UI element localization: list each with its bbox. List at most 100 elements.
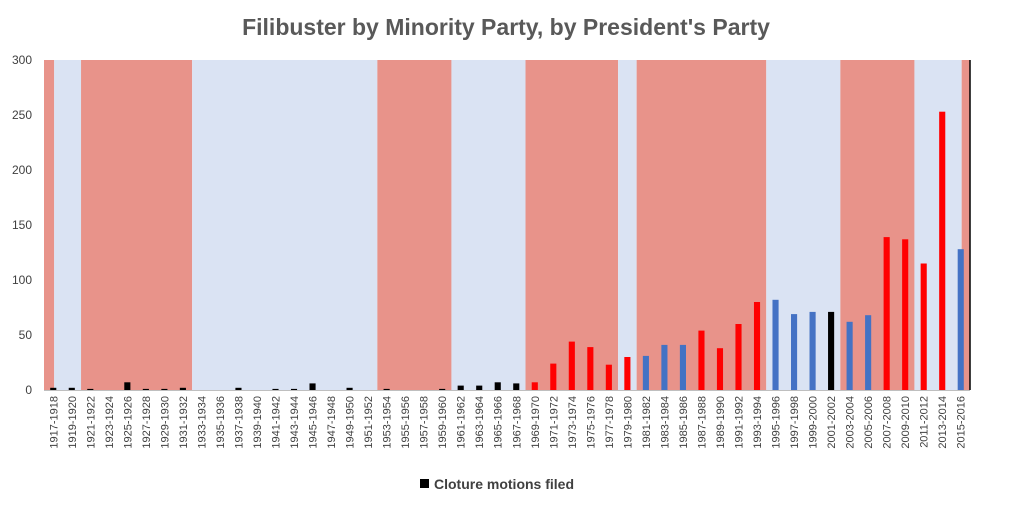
x-tick-label: 1991-1992 bbox=[734, 396, 746, 449]
x-tick-label: 1979-1980 bbox=[622, 396, 634, 449]
band-republican bbox=[840, 60, 915, 390]
bar bbox=[661, 344, 668, 390]
bar-series bbox=[50, 111, 964, 390]
bar bbox=[124, 382, 131, 390]
x-tick-label: 1923-1924 bbox=[104, 396, 116, 449]
legend-label: Cloture motions filed bbox=[434, 476, 574, 492]
x-tick-label: 1973-1974 bbox=[567, 396, 579, 449]
bar bbox=[772, 299, 779, 390]
x-tick-label: 2007-2008 bbox=[882, 396, 894, 449]
bar bbox=[698, 330, 705, 390]
x-tick-label: 1933-1934 bbox=[196, 396, 208, 449]
band-democrat bbox=[192, 60, 378, 390]
x-tick-label: 1975-1976 bbox=[585, 396, 597, 449]
x-tick-label: 1981-1982 bbox=[641, 396, 653, 449]
bar bbox=[346, 387, 353, 390]
band-republican bbox=[961, 60, 970, 390]
bar bbox=[179, 387, 186, 390]
x-tick-label: 1929-1930 bbox=[159, 396, 171, 449]
x-tick-label: 1987-1988 bbox=[696, 396, 708, 449]
legend: Cloture motions filed bbox=[420, 476, 574, 492]
bar bbox=[439, 388, 446, 390]
bar bbox=[87, 388, 94, 390]
x-tick-label: 2013-2014 bbox=[937, 396, 949, 449]
bar bbox=[235, 387, 242, 390]
x-tick-label: 1953-1954 bbox=[382, 396, 394, 449]
bar bbox=[531, 382, 538, 390]
x-tick-label: 1957-1958 bbox=[419, 396, 431, 449]
y-tick-label: 300 bbox=[12, 53, 32, 67]
y-tick-label: 0 bbox=[25, 383, 32, 397]
y-tick-label: 150 bbox=[12, 218, 32, 232]
bar bbox=[587, 347, 594, 390]
bar bbox=[791, 314, 798, 390]
bar bbox=[68, 387, 75, 390]
x-tick-label: 1997-1998 bbox=[789, 396, 801, 449]
x-tick-label: 1959-1960 bbox=[437, 396, 449, 449]
bar bbox=[50, 387, 57, 390]
bar bbox=[476, 385, 483, 390]
bar bbox=[902, 239, 909, 390]
x-tick-label: 1969-1970 bbox=[530, 396, 542, 449]
bar bbox=[735, 324, 742, 390]
x-tick-label: 1935-1936 bbox=[215, 396, 227, 449]
y-tick-label: 100 bbox=[12, 273, 32, 287]
x-tick-label: 1995-1996 bbox=[771, 396, 783, 449]
bar bbox=[809, 311, 816, 390]
x-tick-label: 1977-1978 bbox=[604, 396, 616, 449]
x-tick-label: 1919-1920 bbox=[67, 396, 79, 449]
band-democrat bbox=[54, 60, 82, 390]
x-tick-label: 1927-1928 bbox=[141, 396, 153, 449]
bar bbox=[494, 382, 501, 390]
bar bbox=[624, 357, 631, 390]
y-axis-ticks: 0 50 100 150 200 250 300 bbox=[12, 53, 32, 397]
bar bbox=[513, 383, 520, 390]
x-tick-label: 1943-1944 bbox=[289, 396, 301, 449]
bar bbox=[605, 364, 612, 390]
band-democrat bbox=[451, 60, 526, 390]
x-tick-label: 1963-1964 bbox=[474, 396, 486, 449]
bar bbox=[865, 315, 872, 390]
legend-swatch bbox=[420, 479, 429, 488]
bar bbox=[939, 111, 946, 390]
bar bbox=[920, 263, 927, 390]
x-tick-label: 1999-2000 bbox=[808, 396, 820, 449]
x-tick-label: 1993-1994 bbox=[752, 396, 764, 449]
x-tick-label: 1967-1968 bbox=[511, 396, 523, 449]
bar bbox=[383, 388, 390, 390]
chart-title: Filibuster by Minority Party, by Preside… bbox=[242, 14, 770, 40]
band-republican bbox=[525, 60, 619, 390]
x-tick-label: 2001-2002 bbox=[826, 396, 838, 449]
band-democrat bbox=[766, 60, 841, 390]
x-tick-label: 2003-2004 bbox=[845, 396, 857, 449]
bar bbox=[161, 388, 168, 390]
bar bbox=[716, 348, 724, 390]
x-tick-label: 2015-2016 bbox=[956, 396, 968, 449]
y-tick-label: 50 bbox=[19, 328, 33, 342]
x-tick-label: 1931-1932 bbox=[178, 396, 190, 449]
bar bbox=[883, 237, 890, 390]
x-tick-label: 1965-1966 bbox=[493, 396, 505, 449]
x-tick-label: 1955-1956 bbox=[400, 396, 412, 449]
bar bbox=[309, 383, 316, 390]
y-tick-label: 200 bbox=[12, 163, 32, 177]
x-tick-label: 1989-1990 bbox=[715, 396, 727, 449]
x-tick-label: 2009-2010 bbox=[900, 396, 912, 449]
bar bbox=[846, 321, 853, 390]
x-tick-label: 1947-1948 bbox=[326, 396, 338, 449]
bar bbox=[290, 388, 298, 390]
x-tick-label: 1921-1922 bbox=[85, 396, 97, 449]
x-tick-label: 1961-1962 bbox=[456, 396, 468, 449]
x-tick-label: 1985-1986 bbox=[678, 396, 690, 449]
x-tick-label: 1945-1946 bbox=[308, 396, 320, 449]
x-tick-label: 1951-1952 bbox=[363, 396, 375, 449]
x-tick-label: 2011-2012 bbox=[919, 396, 931, 448]
x-tick-label: 1937-1938 bbox=[233, 396, 245, 449]
bar bbox=[272, 388, 279, 390]
bar bbox=[957, 249, 964, 390]
x-tick-label: 1983-1984 bbox=[659, 396, 671, 449]
x-tick-label: 1917-1918 bbox=[48, 396, 60, 449]
band-democrat bbox=[618, 60, 637, 390]
x-tick-label: 1949-1950 bbox=[345, 396, 357, 449]
